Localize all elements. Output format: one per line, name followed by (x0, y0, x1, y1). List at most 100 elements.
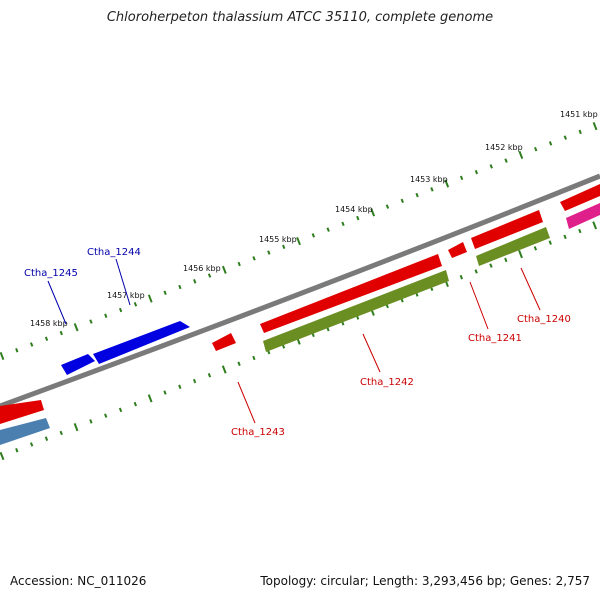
scale-label: 1453 kbp (410, 175, 448, 184)
feature-magenta[interactable] (566, 203, 600, 229)
scale-tick (385, 204, 390, 209)
scale-tick (533, 246, 538, 251)
gene-ctha-1243[interactable] (212, 333, 236, 351)
scale-tick (563, 234, 567, 240)
scale-label: 1456 kbp (183, 264, 221, 273)
gene-ctha-1241[interactable] (448, 242, 467, 258)
gene-label-ctha-1241[interactable]: Ctha_1241 (468, 333, 522, 344)
gene-ctha-1244[interactable] (93, 321, 190, 364)
scale-tick (474, 269, 478, 274)
scale-tick (133, 401, 138, 407)
scale-tick (15, 348, 19, 353)
gene-callouts: Ctha_1245 Ctha_1244 Ctha_1243 Ctha_1242 … (24, 247, 571, 438)
scale-tick (118, 307, 123, 313)
scale-label: 1451 kbp (560, 110, 598, 119)
gene-label-ctha-1240[interactable]: Ctha_1240 (517, 314, 571, 325)
scale-tick (178, 384, 182, 390)
callout-line (237, 381, 256, 424)
callout-line (115, 258, 131, 306)
gene-ctha-1242[interactable] (260, 254, 442, 333)
scale-tick (29, 442, 34, 447)
scale-tick (237, 361, 241, 366)
gene-label-ctha-1245[interactable]: Ctha_1245 (24, 268, 78, 279)
scale-tick (400, 198, 404, 204)
scale-tick (504, 257, 508, 263)
scale-tick (133, 302, 138, 307)
scale-tick (104, 313, 108, 318)
scale-tick (163, 390, 167, 395)
gene-ctha-1245[interactable] (61, 354, 95, 375)
scale-tick (59, 430, 63, 436)
scale-tick (474, 169, 479, 175)
scale-tick (221, 365, 227, 374)
callout-line (520, 267, 541, 311)
scale-tick (370, 208, 376, 217)
scale-tick (221, 265, 227, 274)
scale-tick (341, 221, 345, 227)
scale-tick (563, 135, 568, 140)
rna-feature-1240[interactable] (476, 227, 550, 266)
scale-tick (592, 221, 598, 230)
scale-tick (252, 355, 256, 361)
scale-tick (356, 215, 360, 221)
scale-tick (548, 141, 553, 146)
scale-label: 1452 kbp (485, 143, 523, 152)
scale-labels: 1451 kbp 1452 kbp 1453 kbp 1454 kbp 1455… (30, 110, 598, 328)
scale-tick (192, 378, 197, 384)
scale-tick (163, 290, 167, 296)
gene-right-edge-red[interactable] (560, 184, 600, 211)
scale-label: 1457 kbp (107, 291, 145, 300)
scale-tick (252, 256, 256, 261)
gene-label-ctha-1242[interactable]: Ctha_1242 (360, 377, 414, 388)
scale-tick (178, 284, 182, 290)
gene-label-ctha-1244[interactable]: Ctha_1244 (87, 247, 141, 258)
gene-label-ctha-1243[interactable]: Ctha_1243 (231, 427, 285, 438)
scale-tick (207, 373, 212, 378)
scale-tick (296, 236, 301, 246)
outer-tick-track (0, 122, 598, 361)
scale-tick (73, 423, 79, 432)
scale-tick (89, 419, 93, 424)
scale-tick (592, 122, 598, 131)
gene-ctha-1240[interactable] (471, 210, 543, 249)
feature-steelblue[interactable] (0, 418, 50, 445)
callout-line (362, 333, 381, 373)
scale-tick (534, 146, 538, 152)
scale-tick (15, 448, 19, 453)
scale-tick (207, 273, 212, 278)
scale-tick (444, 179, 450, 188)
feature-track (0, 184, 600, 445)
scale-tick (0, 451, 5, 461)
scale-tick (237, 261, 241, 267)
rna-feature-1242[interactable] (263, 270, 449, 352)
scale-tick (548, 240, 552, 245)
genome-summary-text: Topology: circular; Length: 3,293,456 bp… (260, 574, 590, 588)
map-title: Chloroherpeton thalassium ATCC 35110, co… (106, 10, 494, 25)
callout-line (469, 281, 489, 330)
scale-tick (282, 244, 286, 250)
scale-label: 1458 kbp (30, 319, 68, 328)
scale-tick (0, 351, 5, 361)
scale-tick (430, 187, 434, 192)
accession-text: Accession: NC_011026 (10, 574, 147, 588)
scale-tick (489, 164, 493, 169)
scale-tick (193, 279, 197, 284)
scale-tick (415, 192, 419, 198)
scale-tick (267, 250, 271, 255)
scale-tick (459, 274, 464, 280)
scale-label: 1454 kbp (335, 205, 373, 214)
scale-tick (311, 233, 316, 238)
scale-tick (29, 342, 34, 347)
scale-tick (326, 227, 330, 232)
scale-tick (518, 250, 523, 259)
scale-tick (59, 330, 63, 336)
scale-tick (147, 294, 153, 303)
scale-tick (104, 413, 108, 418)
scale-tick (578, 228, 582, 234)
callout-line (47, 280, 67, 325)
scale-tick (44, 436, 49, 441)
gene-left-edge-red[interactable] (0, 400, 44, 424)
scale-tick (459, 175, 464, 181)
scale-tick (578, 129, 582, 135)
